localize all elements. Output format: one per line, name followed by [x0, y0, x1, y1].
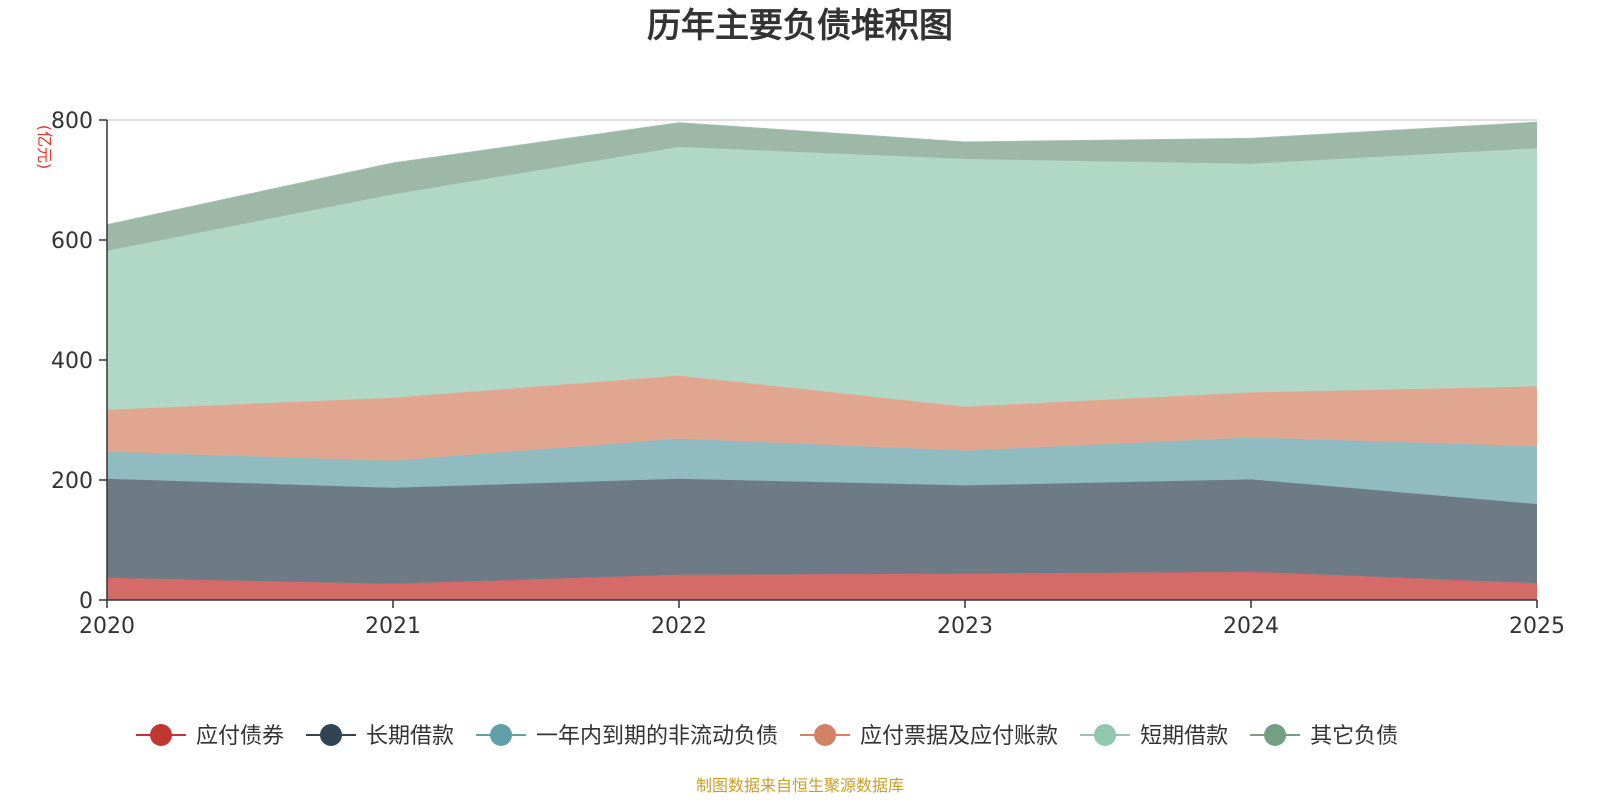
stacked-areas — [106, 121, 1538, 600]
x-tick-label: 2024 — [1223, 614, 1279, 639]
legend-label: 其它负债 — [1310, 724, 1398, 749]
area-series-edge-6 — [106, 121, 1538, 226]
legend-label: 长期借款 — [366, 724, 454, 749]
area-series-2 — [107, 478, 1537, 584]
legend-item[interactable]: 应付票据及应付账款 — [800, 724, 1058, 749]
legend-marker — [1094, 724, 1117, 746]
x-tick-label: 2023 — [937, 614, 993, 639]
area-series-5 — [107, 147, 1537, 410]
area-series-3 — [107, 437, 1537, 504]
chart-title: 历年主要负债堆积图 — [647, 6, 953, 46]
data-source-footer: 制图数据来自恒生聚源数据库 — [696, 776, 904, 795]
area-series-4 — [107, 375, 1537, 461]
legend-item[interactable]: 其它负债 — [1250, 724, 1398, 749]
y-tick-label: 800 — [51, 109, 93, 134]
y-tick-label: 400 — [51, 349, 93, 374]
legend-item[interactable]: 长期借款 — [306, 724, 454, 749]
area-series-6 — [107, 122, 1537, 251]
y-tick-labels: 0 200 400 600 800 — [51, 109, 107, 614]
y-tick-label: 600 — [51, 229, 93, 254]
legend-item[interactable]: 短期借款 — [1080, 724, 1228, 749]
y-tick-label: 0 — [79, 589, 93, 614]
x-tick-label: 2021 — [365, 614, 421, 639]
x-tick-labels: 2020 2021 2022 2023 2024 2025 — [79, 600, 1565, 639]
legend-marker — [490, 724, 513, 746]
legend-marker — [320, 724, 343, 746]
legend-marker — [1264, 724, 1287, 746]
legend-item[interactable]: 应付债券 — [136, 724, 284, 749]
x-tick-label: 2025 — [1509, 614, 1565, 639]
legend-item[interactable]: 一年内到期的非流动负债 — [476, 724, 778, 749]
y-tick-label: 200 — [51, 469, 93, 494]
legend-label: 应付票据及应付账款 — [860, 724, 1058, 749]
y-axis-unit: (亿元) — [35, 125, 54, 170]
legend-label: 短期借款 — [1140, 724, 1228, 749]
legend[interactable]: 应付债券 长期借款 一年内到期的非流动负债 应付票据及应付账款 短期借款 其它负债 — [136, 724, 1398, 749]
x-tick-label: 2022 — [651, 614, 707, 639]
x-tick-label: 2020 — [79, 614, 135, 639]
legend-label: 应付债券 — [196, 724, 284, 749]
area-series-1 — [107, 571, 1537, 600]
legend-marker — [150, 724, 172, 746]
legend-label: 一年内到期的非流动负债 — [536, 724, 778, 749]
legend-marker — [814, 724, 837, 746]
